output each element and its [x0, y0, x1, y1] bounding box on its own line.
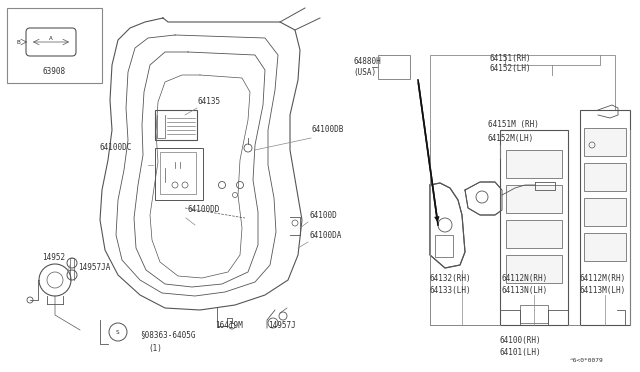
Bar — [155, 110, 197, 140]
Text: 64151(RH): 64151(RH) — [490, 54, 532, 62]
Bar — [378, 55, 410, 79]
Text: 64133(LH): 64133(LH) — [430, 285, 472, 295]
Text: ^6<0*0079: ^6<0*0079 — [570, 357, 604, 362]
Bar — [160, 152, 196, 194]
Text: 64880H: 64880H — [353, 58, 381, 67]
Text: 14952: 14952 — [42, 253, 65, 263]
Text: 64113M(LH): 64113M(LH) — [580, 285, 627, 295]
Bar — [155, 148, 203, 200]
Bar — [506, 150, 562, 178]
Text: 64112M(RH): 64112M(RH) — [580, 273, 627, 282]
Bar — [506, 255, 562, 283]
Text: 64101(LH): 64101(LH) — [500, 347, 541, 356]
Text: 64152M(LH): 64152M(LH) — [488, 134, 534, 142]
Bar — [506, 220, 562, 248]
Text: 64112N(RH): 64112N(RH) — [502, 273, 548, 282]
Text: A: A — [49, 35, 53, 41]
Text: 64113N(LH): 64113N(LH) — [502, 285, 548, 295]
Text: 14957JA: 14957JA — [78, 263, 110, 273]
Text: 64135: 64135 — [198, 97, 221, 106]
Polygon shape — [430, 183, 465, 268]
Bar — [7, 8, 102, 83]
FancyBboxPatch shape — [26, 28, 76, 56]
Bar — [520, 305, 548, 323]
Bar — [580, 110, 630, 325]
Text: §08363-6405G: §08363-6405G — [140, 330, 195, 340]
Text: 64100(RH): 64100(RH) — [500, 336, 541, 344]
Text: 64100DB: 64100DB — [312, 125, 344, 135]
Text: 64132(RH): 64132(RH) — [430, 273, 472, 282]
Bar — [500, 130, 568, 325]
Bar — [506, 185, 562, 213]
Bar — [584, 128, 626, 156]
Bar — [435, 235, 453, 257]
Polygon shape — [465, 182, 502, 215]
Bar — [430, 55, 615, 325]
Text: 16419M: 16419M — [215, 321, 243, 330]
Bar — [584, 163, 626, 191]
Bar — [584, 233, 626, 261]
Text: (1): (1) — [148, 343, 162, 353]
Text: 14957J: 14957J — [268, 321, 296, 330]
Text: (USA): (USA) — [353, 67, 376, 77]
Text: 64100DA: 64100DA — [310, 231, 342, 240]
Text: 64100DC: 64100DC — [100, 144, 132, 153]
Text: S: S — [116, 330, 120, 334]
Text: 64100DD: 64100DD — [188, 205, 220, 215]
Text: 64100D: 64100D — [310, 211, 338, 219]
Text: 63908: 63908 — [42, 67, 65, 77]
Text: 64151M (RH): 64151M (RH) — [488, 121, 539, 129]
Bar — [584, 198, 626, 226]
Text: 64152(LH): 64152(LH) — [490, 64, 532, 73]
Text: B: B — [16, 39, 20, 45]
